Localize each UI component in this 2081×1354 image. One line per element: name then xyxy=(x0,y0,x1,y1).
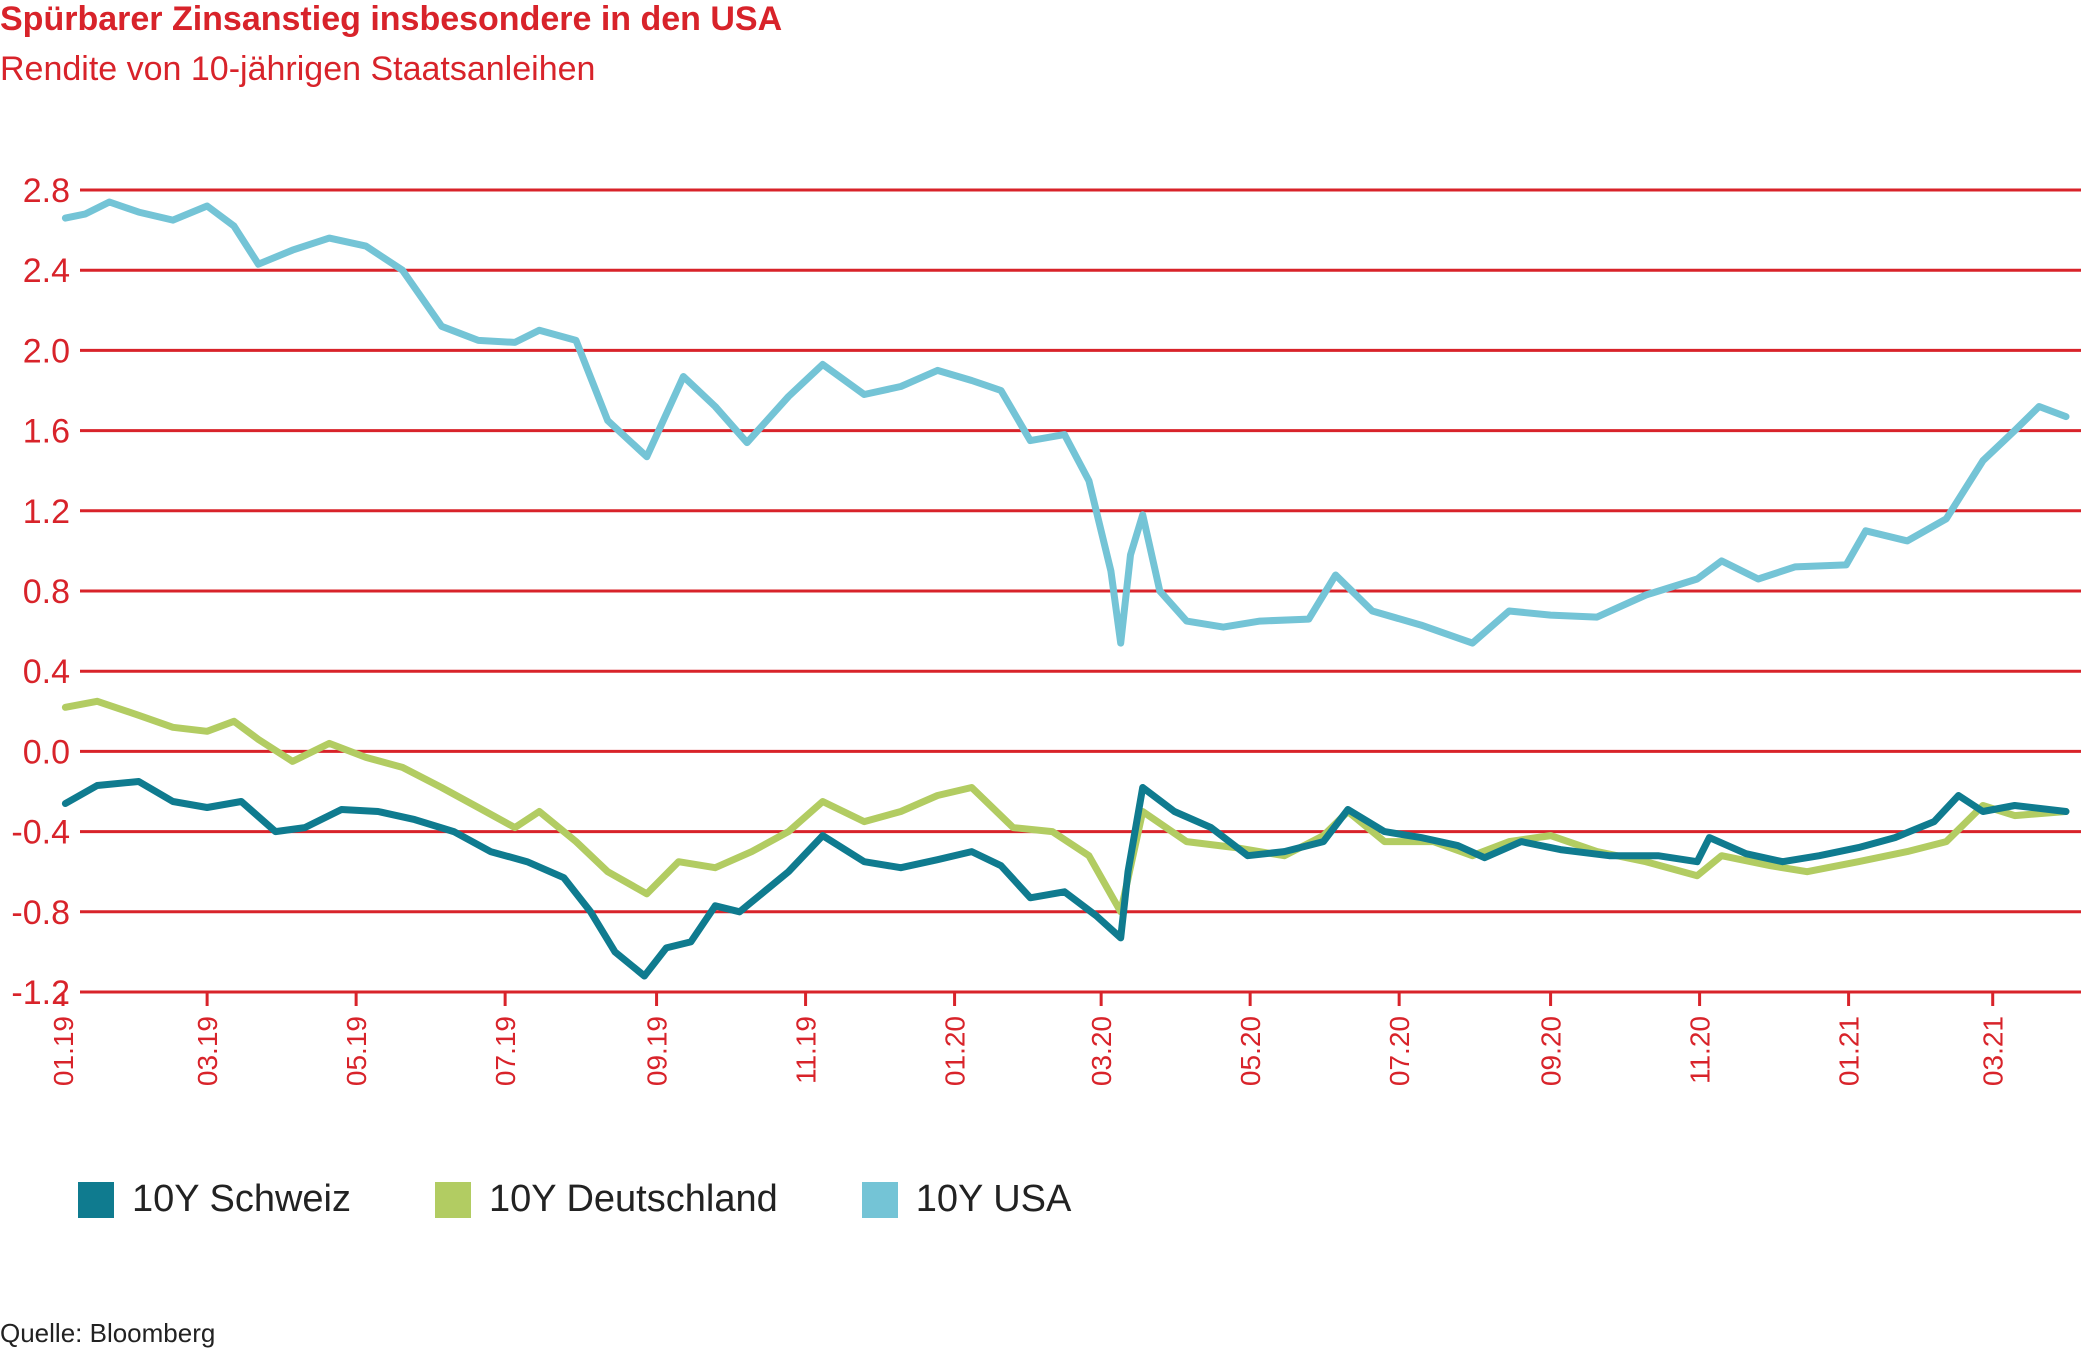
x-tick-label: 07.19 xyxy=(490,1016,521,1086)
legend-item-deutschland: 10Y Deutschland xyxy=(434,1178,778,1221)
grid-lines xyxy=(80,188,2081,994)
y-tick-label: 2.0 xyxy=(23,332,70,370)
y-axis-ticks: 2.8 2.4 2.0 1.6 1.2 0.8 0.4 0.0 -0.4 -0.8 -1.2 xyxy=(11,172,70,1012)
x-axis: 01.19 03.19 05.19 07.19 09.19 11.19 01.20 03.20… xyxy=(48,992,2009,1086)
x-tick-label: 01.19 xyxy=(48,1016,79,1086)
series-line-deutschland xyxy=(61,697,2070,916)
legend-swatch-schweiz xyxy=(78,1181,114,1218)
y-tick-label: -0.4 xyxy=(11,814,70,852)
y-tick-label: 2.8 xyxy=(23,172,70,210)
x-tick-label: 01.20 xyxy=(940,1016,971,1086)
chart-title: Spürbarer Zinsanstieg insbesondere in de… xyxy=(0,0,783,38)
x-tick-label: 03.20 xyxy=(1086,1016,1117,1086)
y-tick-label: 0.0 xyxy=(23,733,70,771)
y-tick-label: 1.2 xyxy=(23,493,70,531)
y-tick-label: 0.8 xyxy=(23,573,70,611)
x-tick-label: 11.20 xyxy=(1685,1016,1716,1084)
legend-swatch-deutschland xyxy=(434,1181,471,1218)
x-tick-label: 11.19 xyxy=(791,1016,822,1084)
series-line-schweiz xyxy=(61,778,2070,980)
y-tick-label: -1.2 xyxy=(11,974,70,1012)
legend: 10Y Schweiz 10Y Deutschland 10Y USA xyxy=(78,1178,1071,1221)
x-tick-label: 03.19 xyxy=(192,1016,223,1086)
x-tick-label: 01.21 xyxy=(1834,1016,1865,1086)
chart-subtitle: Rendite von 10-jährigen Staatsanleihen xyxy=(0,50,596,88)
legend-item-schweiz: 10Y Schweiz xyxy=(78,1178,351,1221)
legend-swatch-usa xyxy=(861,1181,898,1218)
source-note: Quelle: Bloomberg xyxy=(0,1318,216,1348)
x-tick-label: 05.19 xyxy=(341,1016,372,1086)
x-tick-label: 03.21 xyxy=(1978,1016,2009,1086)
legend-label-usa: 10Y USA xyxy=(915,1178,1072,1220)
legend-label-deutschland: 10Y Deutschland xyxy=(488,1178,778,1220)
y-tick-label: 2.4 xyxy=(23,252,70,290)
series-line-usa xyxy=(61,198,2070,647)
legend-item-usa: 10Y USA xyxy=(861,1178,1072,1221)
y-tick-label: 0.4 xyxy=(23,653,70,691)
x-tick-label: 09.20 xyxy=(1536,1016,1567,1086)
x-tick-label: 09.19 xyxy=(642,1016,673,1086)
x-tick-label: 05.20 xyxy=(1235,1016,1266,1086)
legend-label-schweiz: 10Y Schweiz xyxy=(132,1178,351,1220)
x-tick-label: 07.20 xyxy=(1384,1016,1415,1086)
series-lines xyxy=(61,198,2070,980)
y-tick-label: 1.6 xyxy=(23,413,70,451)
y-tick-label: -0.8 xyxy=(11,894,70,932)
